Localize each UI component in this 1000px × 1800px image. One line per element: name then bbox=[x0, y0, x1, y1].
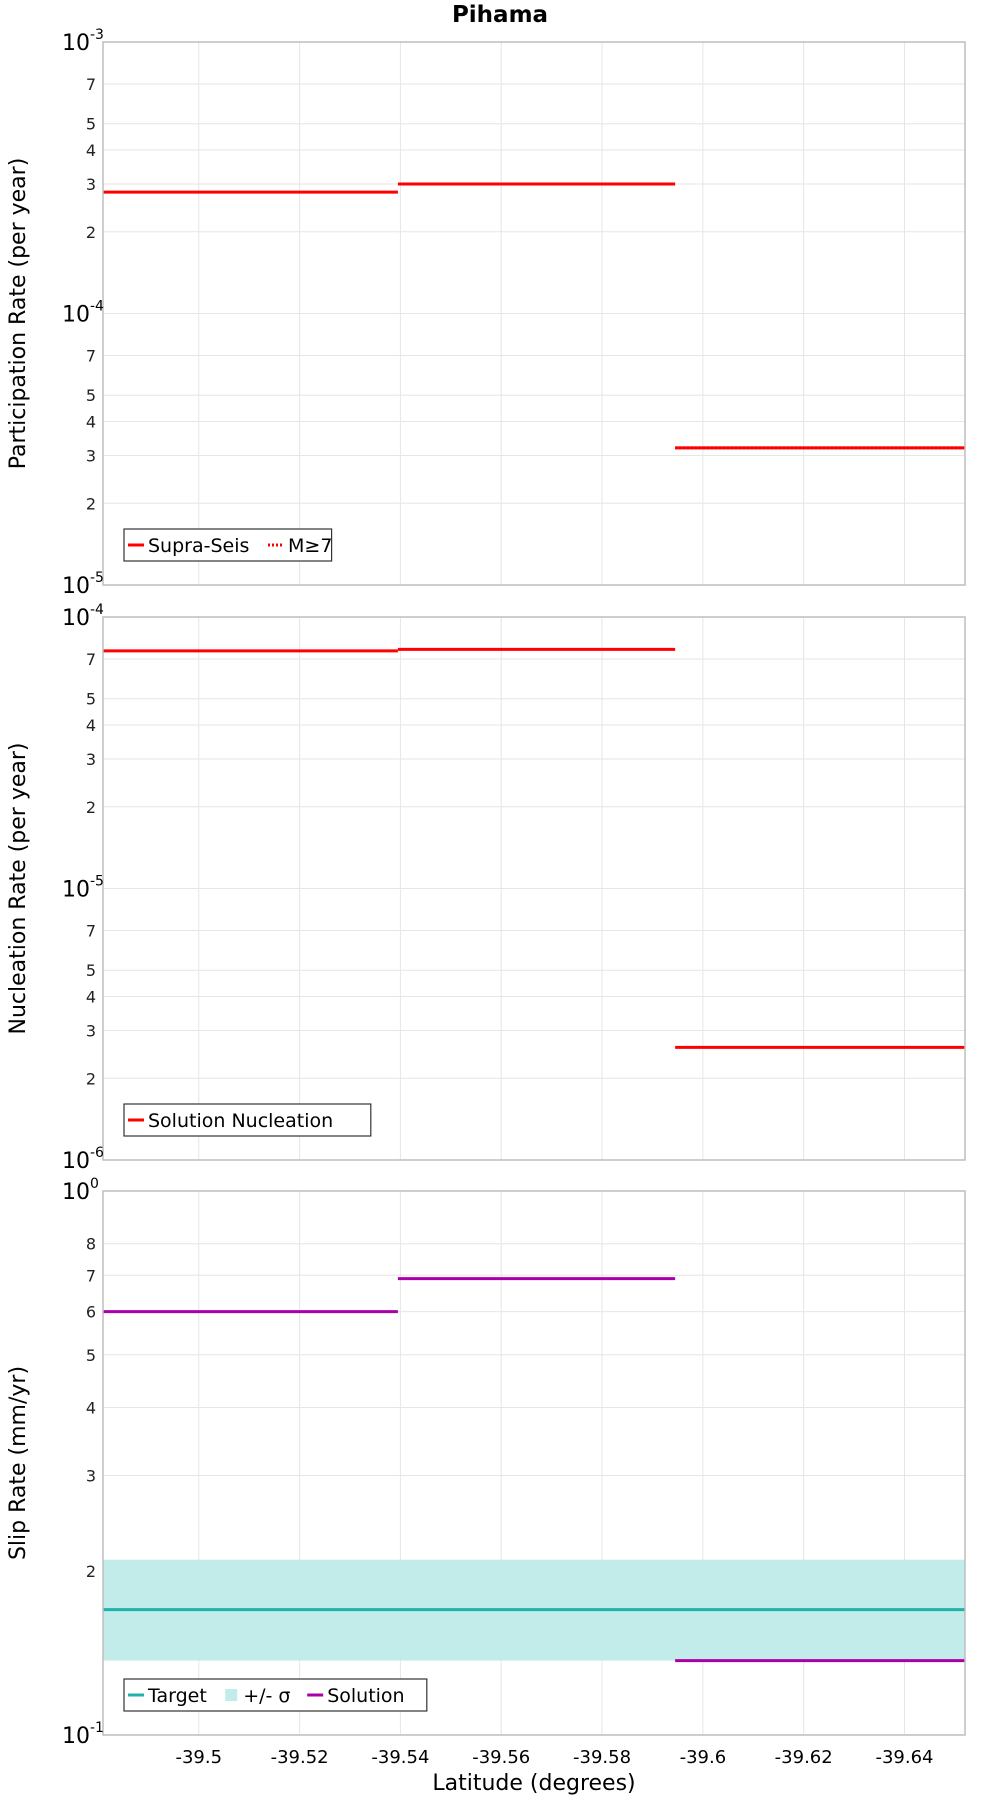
legend: Solution Nucleation bbox=[123, 1103, 372, 1137]
legend-box bbox=[123, 1678, 428, 1712]
y-tick-label-major: 10 bbox=[62, 31, 90, 56]
y-tick-label: 5 bbox=[86, 961, 96, 980]
y-tick-label: 5 bbox=[86, 386, 96, 405]
y-tick-exponent: -4 bbox=[90, 299, 104, 315]
x-tick-label: -39.56 bbox=[472, 1747, 530, 1768]
y-tick-label: 3 bbox=[86, 446, 96, 465]
legend-swatch bbox=[225, 1689, 238, 1701]
x-tick-label: -39.6 bbox=[680, 1747, 727, 1768]
y-tick-label-major: 10 bbox=[62, 303, 90, 328]
y-tick-exponent: -1 bbox=[90, 1720, 104, 1736]
y-tick-label: 2 bbox=[86, 494, 96, 513]
y-axis-label: Nucleation Rate (per year) bbox=[6, 743, 31, 1035]
y-tick-label: 3 bbox=[86, 1021, 96, 1040]
y-tick-label-major: 10 bbox=[62, 1149, 90, 1174]
plot-frame bbox=[102, 1190, 966, 1736]
y-tick-label: 3 bbox=[86, 750, 96, 769]
legend-entry: Solution Nucleation bbox=[148, 1110, 333, 1132]
y-tick-label: 5 bbox=[86, 115, 96, 134]
chart-title: Pihama bbox=[452, 2, 548, 28]
plot-frame bbox=[102, 41, 966, 586]
y-tick-exponent: -4 bbox=[90, 602, 104, 618]
y-axis-label: Slip Rate (mm/yr) bbox=[6, 1366, 31, 1560]
y-tick-label: 2 bbox=[86, 1562, 96, 1581]
y-tick-label: 7 bbox=[86, 75, 96, 94]
legend-entry: Supra-Seis bbox=[148, 535, 249, 557]
y-tick-label: 2 bbox=[86, 223, 96, 242]
legend-entry: Target bbox=[147, 1685, 207, 1707]
y-tick-label: 5 bbox=[86, 1346, 96, 1365]
y-tick-label: 3 bbox=[86, 1466, 96, 1485]
legend-entry: Solution bbox=[327, 1685, 404, 1707]
legend-entry: M≥7 bbox=[288, 535, 332, 557]
y-tick-label: 4 bbox=[86, 1398, 96, 1417]
y-tick-exponent: -5 bbox=[90, 874, 104, 890]
legend: Target +/- σ Solution bbox=[123, 1678, 428, 1712]
y-tick-label-major: 10 bbox=[62, 574, 90, 599]
x-axis-label: Latitude (degrees) bbox=[432, 1771, 635, 1796]
y-tick-exponent: -5 bbox=[90, 570, 104, 586]
legend-box bbox=[123, 528, 333, 562]
x-tick-label: -39.58 bbox=[573, 1747, 631, 1768]
x-tick-label: -39.64 bbox=[875, 1747, 933, 1768]
y-tick-label: 3 bbox=[86, 175, 96, 194]
y-tick-label: 7 bbox=[86, 922, 96, 941]
legend-box bbox=[123, 1103, 372, 1137]
x-tick-label: -39.52 bbox=[271, 1747, 329, 1768]
y-tick-label: 2 bbox=[86, 1069, 96, 1088]
y-tick-label: 2 bbox=[86, 798, 96, 817]
y-tick-label: 8 bbox=[86, 1235, 96, 1254]
y-tick-label: 4 bbox=[86, 413, 96, 432]
y-tick-label: 4 bbox=[86, 988, 96, 1007]
y-tick-label: 4 bbox=[86, 141, 96, 160]
plot-frame bbox=[102, 616, 966, 1161]
y-tick-label-major: 10 bbox=[62, 1180, 90, 1205]
x-tick-label: -39.54 bbox=[371, 1747, 429, 1768]
y-tick-label: 5 bbox=[86, 690, 96, 709]
y-tick-exponent: -3 bbox=[90, 27, 104, 43]
y-axis-label: Participation Rate (per year) bbox=[6, 158, 31, 470]
x-tick-label: -39.62 bbox=[775, 1747, 833, 1768]
y-tick-label: 4 bbox=[86, 716, 96, 735]
y-tick-label: 6 bbox=[86, 1303, 96, 1322]
y-tick-label-major: 10 bbox=[62, 1724, 90, 1749]
y-tick-label: 7 bbox=[86, 1266, 96, 1285]
y-tick-label: 7 bbox=[86, 650, 96, 669]
y-tick-exponent: 0 bbox=[90, 1176, 99, 1192]
y-tick-exponent: -6 bbox=[90, 1145, 104, 1161]
legend: Supra-Seis M≥7 bbox=[123, 528, 333, 562]
y-tick-label: 7 bbox=[86, 347, 96, 366]
x-tick-label: -39.5 bbox=[175, 1747, 222, 1768]
y-tick-label-major: 10 bbox=[62, 606, 90, 631]
legend-entry: +/- σ bbox=[243, 1685, 290, 1707]
y-tick-label-major: 10 bbox=[62, 878, 90, 903]
